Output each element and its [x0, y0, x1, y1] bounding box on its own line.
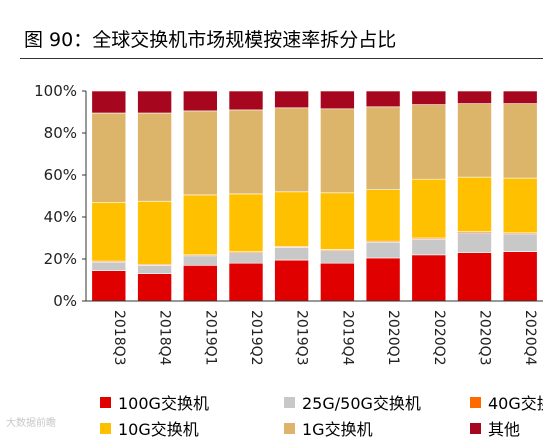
bar-segment: [183, 110, 218, 196]
bar-segment: [183, 264, 218, 302]
bar-segment: [137, 90, 172, 114]
title-divider: [20, 58, 543, 59]
bar-segment: [274, 90, 309, 109]
bar-segment: [502, 251, 538, 302]
bar-segment: [137, 201, 172, 265]
y-tick-label: 100%: [34, 82, 77, 100]
x-tick-label: 2019Q1: [202, 310, 218, 366]
watermark-text: 大数据前瞻: [6, 418, 56, 429]
legend-label: 25G/50G交换机: [302, 394, 421, 413]
bar-segment: [457, 252, 492, 302]
legend-swatch: [100, 422, 111, 434]
bar-segment: [365, 241, 401, 259]
bar-segment: [274, 259, 309, 302]
legend-item: 1G交换机: [284, 416, 373, 440]
bar-segment: [320, 192, 355, 250]
x-tick-label: 2018Q4: [157, 310, 173, 366]
bar-segment: [365, 90, 401, 108]
legend-swatch: [470, 396, 481, 408]
bar-segment: [457, 232, 492, 254]
bar-segment: [274, 107, 309, 193]
x-tick-label: 2019Q2: [248, 310, 264, 366]
x-tick-label: 2020Q1: [385, 310, 401, 366]
legend-label: 100G交换机: [118, 394, 209, 413]
legend-swatch: [470, 422, 481, 434]
bar-segment: [228, 109, 264, 195]
bar-segment: [320, 262, 355, 302]
bar-segment: [457, 90, 492, 104]
y-tick-label: 0%: [53, 292, 77, 310]
bar-segment: [274, 247, 309, 261]
x-tick-label: 2020Q2: [431, 310, 447, 366]
bar-segment: [137, 112, 172, 202]
bar-segment: [91, 90, 127, 114]
bar-segment: [183, 194, 218, 256]
legend-item: 10G交换机: [100, 416, 199, 440]
bar-segment: [502, 103, 538, 179]
legend-item: 40G交换机: [470, 390, 543, 414]
y-tick-label: 20%: [44, 250, 77, 268]
bar-segment: [183, 90, 218, 112]
bar-segment: [320, 108, 355, 194]
bar-segment: [137, 273, 172, 302]
bar-segment: [411, 104, 447, 180]
bar-segment: [91, 202, 127, 262]
bar-segment: [274, 191, 309, 247]
bar-segment: [502, 233, 538, 252]
legend-label: 40G交换机: [488, 394, 543, 413]
x-tick-label: 2020Q3: [476, 310, 492, 366]
legend-label: 其他: [488, 420, 521, 439]
bar-segment: [91, 261, 127, 271]
chart-title: 图 90：全球交换机市场规模按速率拆分占比: [24, 29, 397, 51]
legend-item: 其他: [470, 416, 520, 440]
bar-segment: [411, 254, 447, 302]
legend-label: 1G交换机: [302, 420, 373, 439]
bar-segment: [228, 252, 264, 264]
bar-segment: [183, 255, 218, 266]
legend-swatch: [284, 396, 295, 408]
x-tick-label: 2020Q4: [522, 310, 538, 366]
x-tick-label: 2019Q3: [294, 310, 310, 366]
bar-segment: [137, 264, 172, 274]
legend-label: 10G交换机: [118, 420, 199, 439]
bar-segment: [502, 177, 538, 234]
bar-segment: [91, 112, 127, 203]
bar-segment: [411, 90, 447, 105]
x-tick-label: 2019Q4: [339, 310, 355, 366]
bar-segment: [320, 90, 355, 110]
bar-segment: [365, 189, 401, 242]
bar-segment: [228, 193, 264, 252]
legend-item: 100G交换机: [100, 390, 209, 414]
bar-segment: [502, 90, 538, 104]
bar-segment: [91, 270, 127, 302]
bar-segment: [411, 238, 447, 256]
bar-segment: [228, 90, 264, 111]
bar-segment: [365, 257, 401, 302]
bar-segment: [365, 106, 401, 191]
bar-segment: [320, 250, 355, 264]
bar-segment: [457, 176, 492, 233]
bar-segment: [228, 262, 264, 302]
legend-item: 25G/50G交换机: [284, 390, 421, 414]
bar-segment: [457, 103, 492, 178]
y-tick-label: 80%: [44, 124, 77, 142]
legend-swatch: [284, 422, 295, 434]
bar-segment: [411, 178, 447, 239]
y-tick-label: 40%: [44, 208, 77, 226]
y-tick-label: 60%: [44, 166, 77, 184]
legend-swatch: [100, 396, 111, 408]
x-tick-label: 2018Q3: [111, 310, 127, 366]
